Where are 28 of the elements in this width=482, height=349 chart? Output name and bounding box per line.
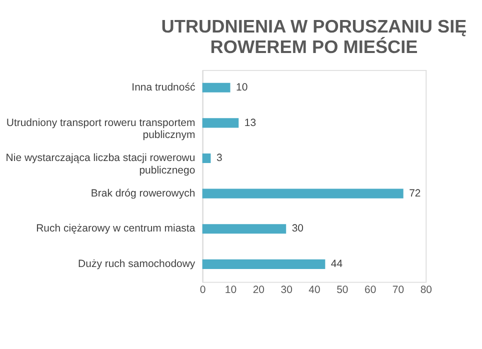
data-label: 10 xyxy=(236,82,248,94)
y-tick-label: Inna trudność xyxy=(132,82,196,94)
y-tick-label: Utrudniony transport roweru transportem publicznym xyxy=(6,118,196,142)
x-tick-label: 40 xyxy=(308,284,320,296)
bar xyxy=(202,259,326,269)
x-tick-label: 80 xyxy=(420,284,432,296)
data-label: 72 xyxy=(409,188,421,200)
x-tick-label: 20 xyxy=(252,284,265,296)
x-tick-label: 60 xyxy=(364,284,376,296)
y-tick-label: Nie wystarczająca liczba stacji rowerowu publicznego xyxy=(6,153,196,177)
y-tick-label: Brak dróg rowerowych xyxy=(90,188,196,200)
x-tick-label: 10 xyxy=(224,284,237,296)
x-tick-label: 70 xyxy=(392,284,404,296)
bar xyxy=(202,118,239,128)
data-label: 30 xyxy=(292,224,304,235)
bar xyxy=(202,224,286,234)
y-tick-label: Duży ruch samochodowy xyxy=(78,259,196,270)
bar xyxy=(202,153,211,164)
x-tick-label: 50 xyxy=(336,284,348,296)
x-tick-label: 30 xyxy=(280,284,293,296)
x-tick-label: 0 xyxy=(200,284,206,296)
y-tick-label: Ruch ciężarowy w centrum miasta xyxy=(36,224,196,235)
data-label: 44 xyxy=(330,259,343,270)
data-label: 13 xyxy=(244,118,256,129)
bar xyxy=(202,82,230,92)
data-label: 3 xyxy=(216,153,222,164)
chart-title: UTRUDNIENIA W PORUSZANIU SIĘ ROWEREM PO MIEŚCIE xyxy=(161,16,467,57)
bar xyxy=(202,188,404,198)
